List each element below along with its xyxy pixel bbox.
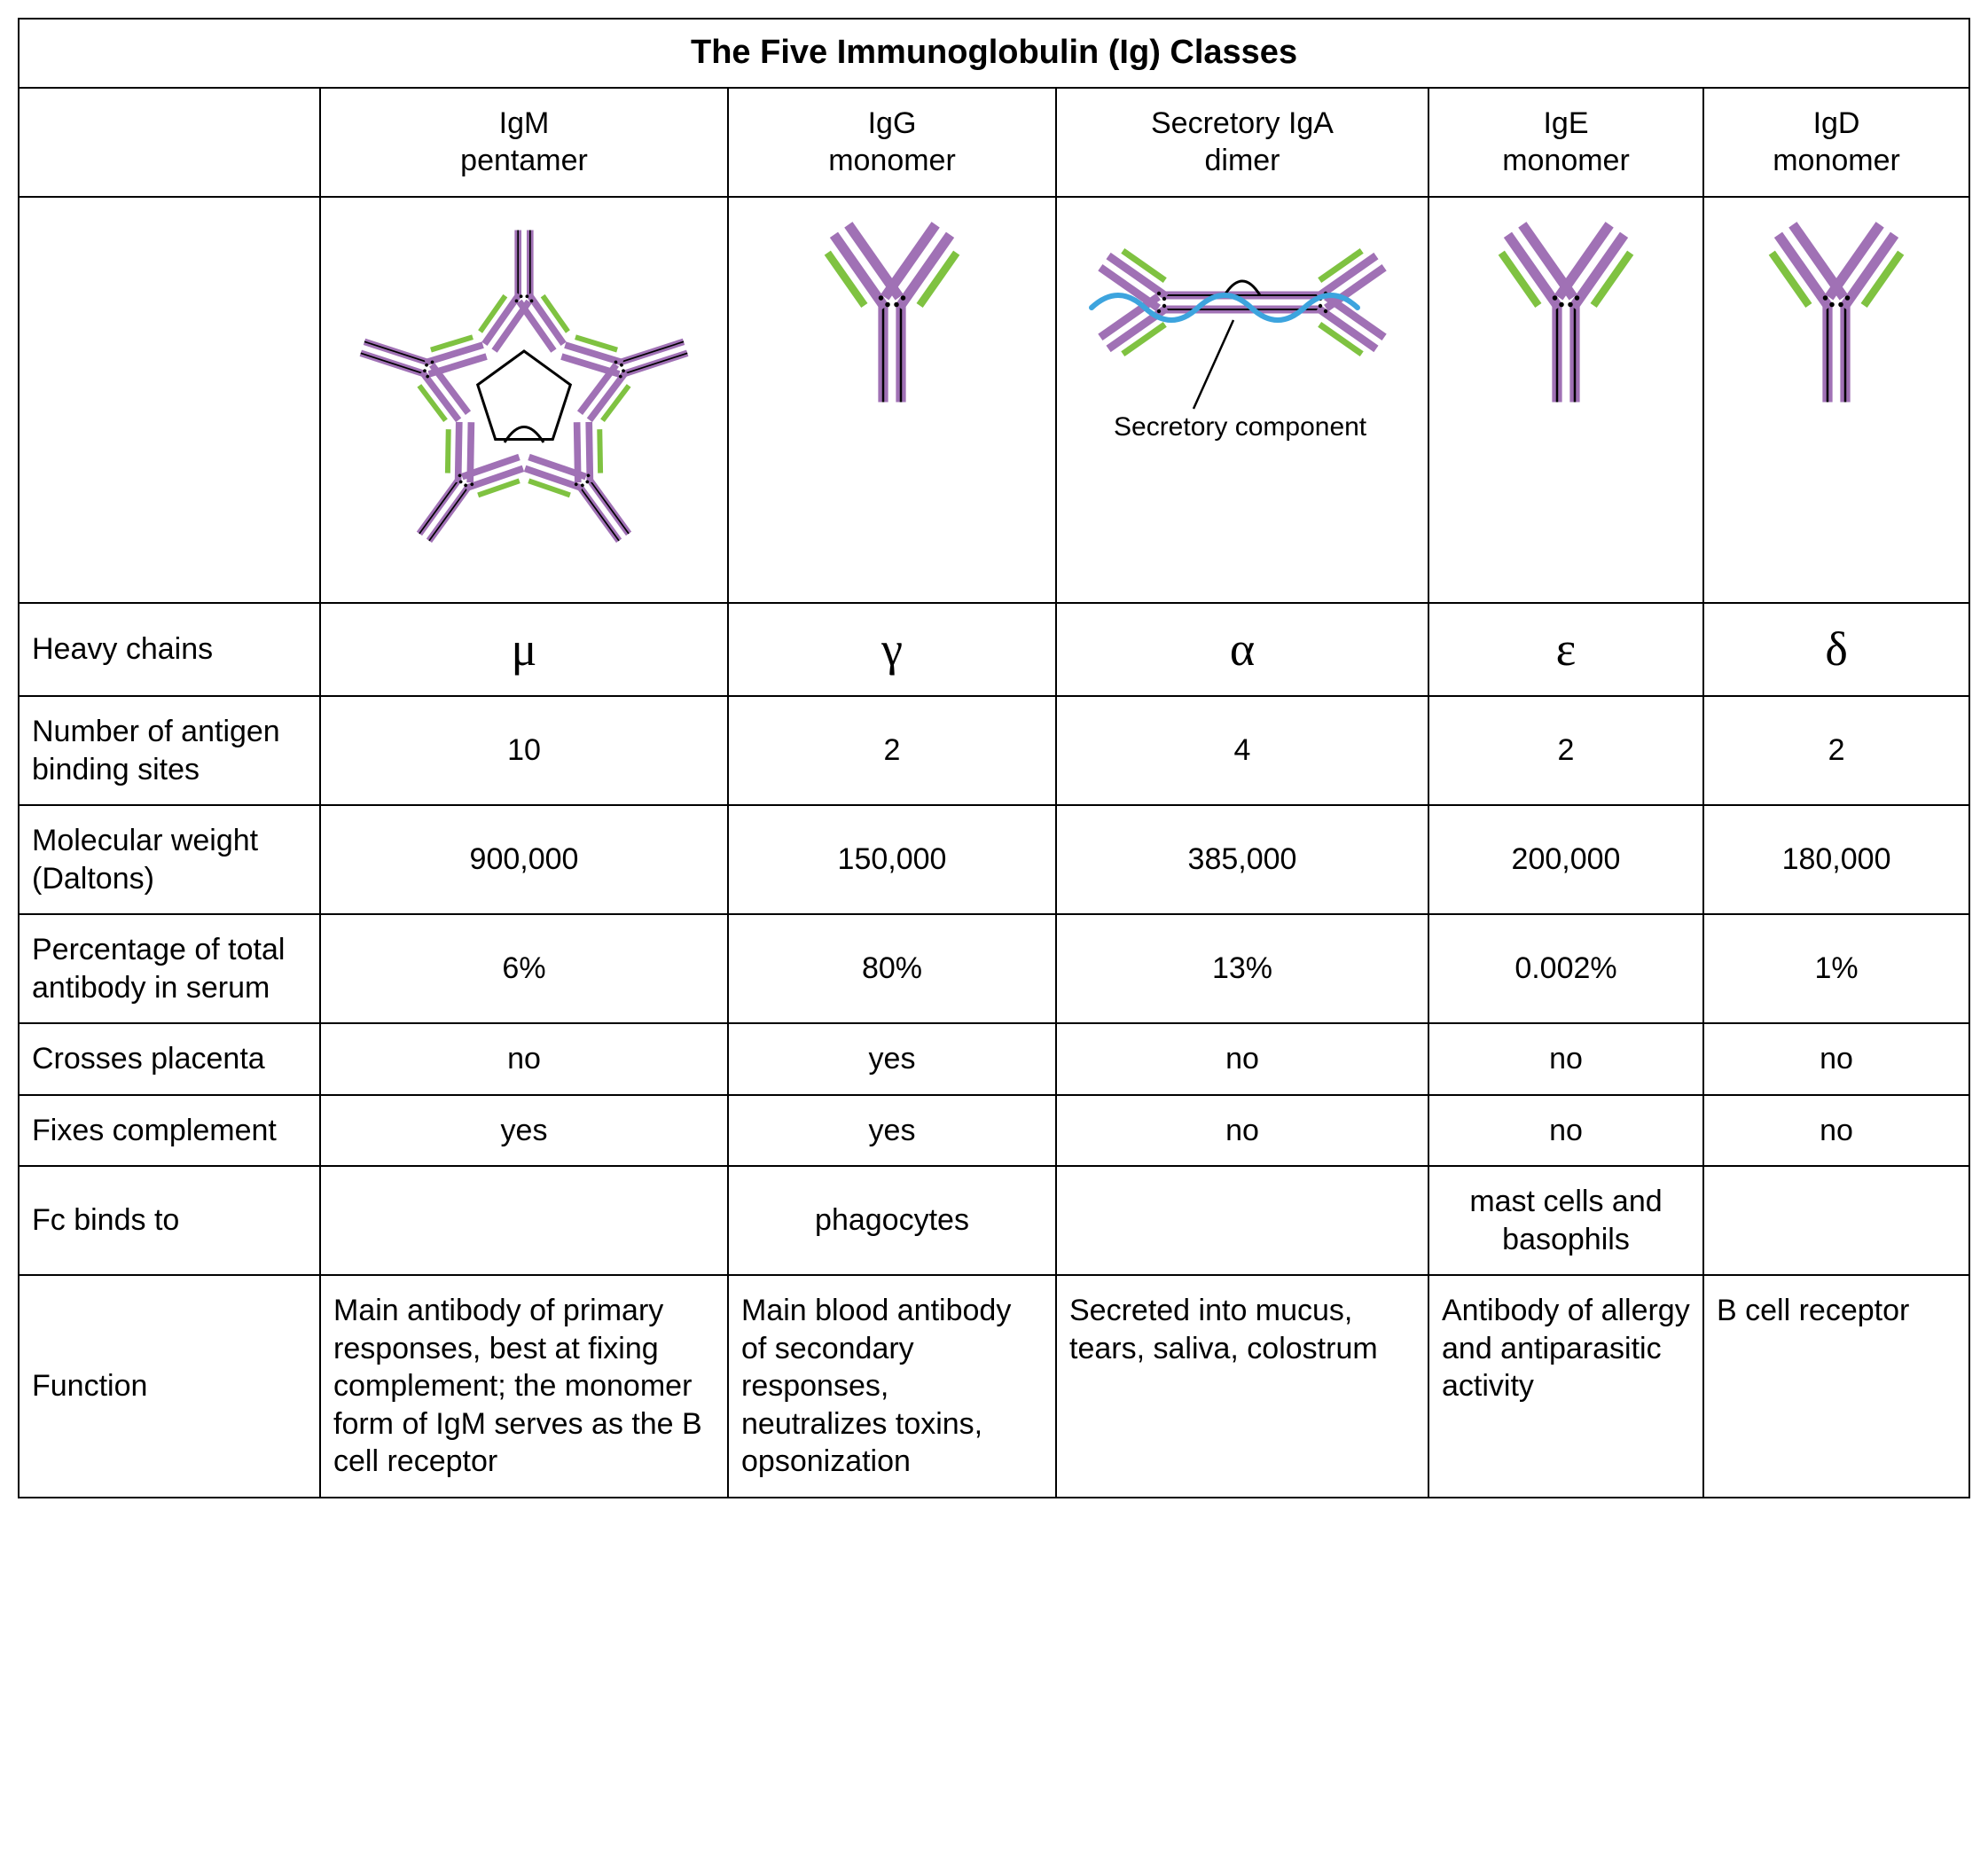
cell: ε (1428, 603, 1703, 697)
row-function: Function (19, 1275, 320, 1498)
col-head-igm: IgM pentamer (320, 88, 728, 197)
col-form: monomer (1773, 144, 1900, 177)
blank-corner (19, 88, 320, 197)
cell: 10 (320, 696, 728, 805)
cell: γ (728, 603, 1056, 697)
cell: 385,000 (1056, 805, 1428, 914)
cell: no (1428, 1095, 1703, 1167)
row-placenta: Crosses placenta (19, 1023, 320, 1095)
row-fc-binds: Fc binds to (19, 1166, 320, 1275)
cell: 180,000 (1703, 805, 1969, 914)
col-form: monomer (828, 144, 956, 177)
cell: 150,000 (728, 805, 1056, 914)
col-head-igd: IgD monomer (1703, 88, 1969, 197)
table-title: The Five Immunoglobulin (Ig) Classes (19, 19, 1969, 88)
col-head-ige: IgE monomer (1428, 88, 1703, 197)
col-form: pentamer (460, 144, 588, 177)
cell: 4 (1056, 696, 1428, 805)
cell: Main blood antibody of secondary respons… (728, 1275, 1056, 1498)
row-heavy-chains: Heavy chains (19, 603, 320, 697)
cell: 200,000 (1428, 805, 1703, 914)
diagram-row-label (19, 197, 320, 603)
cell: 0.002% (1428, 914, 1703, 1023)
col-form: dimer (1204, 144, 1280, 177)
col-name: Secretory IgA (1151, 106, 1334, 140)
svg-text:Secretory component: Secretory component (1114, 412, 1367, 442)
col-name: IgM (499, 106, 550, 140)
diagram-igd (1703, 197, 1969, 603)
col-name: IgE (1543, 106, 1588, 140)
col-name: IgG (868, 106, 917, 140)
cell: no (1703, 1095, 1969, 1167)
cell: Antibody of allergy and antiparasitic ac… (1428, 1275, 1703, 1498)
col-head-iga: Secretory IgA dimer (1056, 88, 1428, 197)
cell: B cell receptor (1703, 1275, 1969, 1498)
cell: no (1703, 1023, 1969, 1095)
cell (320, 1166, 728, 1275)
cell: Secreted into mucus, tears, saliva, colo… (1056, 1275, 1428, 1498)
diagram-ige (1428, 197, 1703, 603)
cell: phagocytes (728, 1166, 1056, 1275)
cell: yes (320, 1095, 728, 1167)
diagram-igm (320, 197, 728, 603)
cell (1703, 1166, 1969, 1275)
col-form: monomer (1502, 144, 1630, 177)
cell: yes (728, 1095, 1056, 1167)
cell: no (1056, 1095, 1428, 1167)
cell: yes (728, 1023, 1056, 1095)
cell: mast cells and basophils (1428, 1166, 1703, 1275)
row-complement: Fixes complement (19, 1095, 320, 1167)
ig-classes-table: The Five Immunoglobulin (Ig) Classes IgM… (18, 18, 1970, 1498)
cell: Main antibody of primary responses, best… (320, 1275, 728, 1498)
cell (1056, 1166, 1428, 1275)
diagram-iga: Secretory component (1056, 197, 1428, 603)
col-name: IgD (1813, 106, 1860, 140)
cell: 1% (1703, 914, 1969, 1023)
row-serum-pct: Percentage of total antibody in serum (19, 914, 320, 1023)
cell: 6% (320, 914, 728, 1023)
cell: no (1056, 1023, 1428, 1095)
diagram-igg (728, 197, 1056, 603)
cell: μ (320, 603, 728, 697)
cell: 13% (1056, 914, 1428, 1023)
row-mol-weight: Molecular weight (Daltons) (19, 805, 320, 914)
cell: 900,000 (320, 805, 728, 914)
col-head-igg: IgG monomer (728, 88, 1056, 197)
row-binding-sites: Number of antigen binding sites (19, 696, 320, 805)
cell: 2 (728, 696, 1056, 805)
cell: no (320, 1023, 728, 1095)
cell: 80% (728, 914, 1056, 1023)
cell: δ (1703, 603, 1969, 697)
cell: no (1428, 1023, 1703, 1095)
cell: α (1056, 603, 1428, 697)
cell: 2 (1428, 696, 1703, 805)
cell: 2 (1703, 696, 1969, 805)
